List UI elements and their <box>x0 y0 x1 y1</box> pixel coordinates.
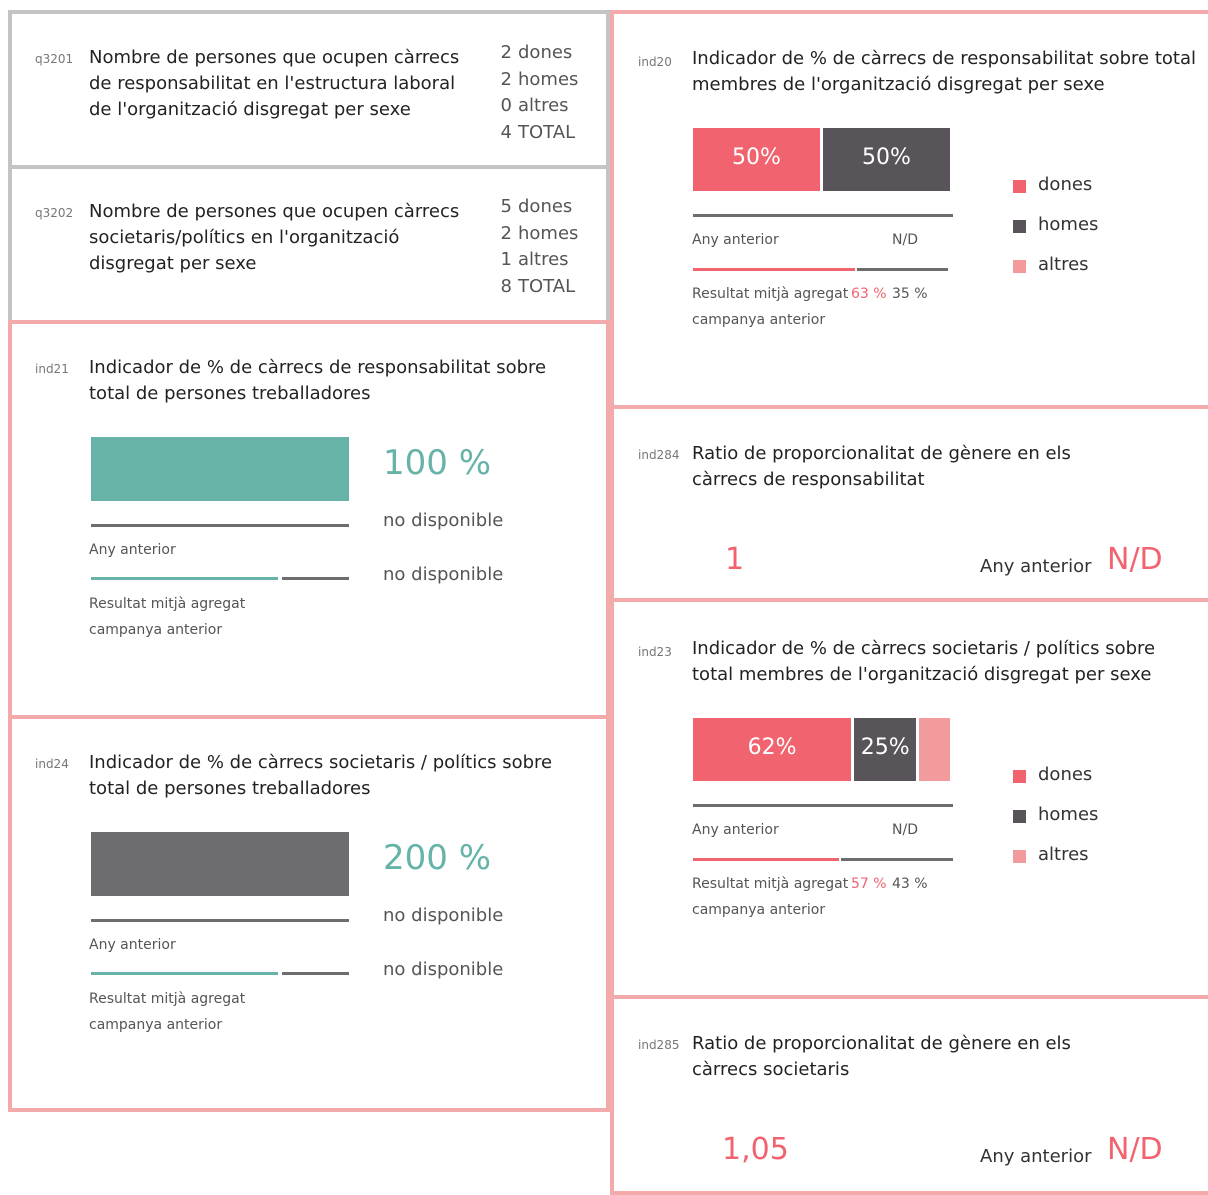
average-label: campanya anterior <box>692 902 826 918</box>
previous-label: Any anterior <box>692 232 779 248</box>
legend-swatch <box>1013 810 1026 823</box>
legend-swatch <box>1013 180 1026 193</box>
count-label: altres <box>518 249 569 270</box>
indicator-title: Ratio de proporcionalitat de gènere en e… <box>692 443 1071 490</box>
count-value: 4 <box>500 121 512 143</box>
count-value: 2 <box>500 68 512 90</box>
count-value: 0 <box>500 95 512 116</box>
legend-label: dones <box>1038 174 1093 195</box>
previous-label: Any anterior <box>980 556 1092 577</box>
code: q3202 <box>35 206 74 220</box>
average-value: 57 % <box>851 876 887 892</box>
bar-line <box>693 214 953 217</box>
count-label: TOTAL <box>518 275 576 297</box>
bar-segment: 62% <box>693 718 852 781</box>
count-label: homes <box>518 222 579 244</box>
average-value: 43 % <box>892 876 928 892</box>
average-bar <box>282 577 349 580</box>
indicator-title: Indicador de % de càrrecs de responsabil… <box>89 357 547 404</box>
average-label: Resultat mitjà agregat <box>89 991 246 1007</box>
indicator-title: Indicador de % de càrrecs societaris / p… <box>89 752 553 799</box>
count-value: 2 <box>500 222 512 244</box>
average-label: campanya anterior <box>692 312 826 328</box>
bar-line <box>693 804 953 807</box>
count-label: dones <box>518 196 573 217</box>
previous-label: Any anterior <box>89 937 176 953</box>
average-label: campanya anterior <box>89 622 223 638</box>
ratio-value: 1 <box>725 542 745 577</box>
value-label: 200 % <box>383 838 492 878</box>
code: ind23 <box>638 645 672 659</box>
value-label: 100 % <box>383 443 492 483</box>
previous-value: no disponible <box>383 905 504 926</box>
count-label: dones <box>518 42 573 63</box>
question-text: Nombre de persones que ocupen càrrecs so… <box>89 201 460 274</box>
previous-value: N/D <box>1107 1132 1163 1167</box>
average-bar <box>91 577 278 580</box>
count-label: altres <box>518 95 569 116</box>
average-bar <box>693 268 855 271</box>
average-bar <box>856 268 948 271</box>
previous-value: N/D <box>892 232 918 248</box>
average-value: 63 % <box>851 286 887 302</box>
legend-label: altres <box>1038 254 1089 275</box>
ratio-value: 1,05 <box>722 1132 789 1167</box>
bar-segment: 25% <box>854 718 917 781</box>
previous-label: Any anterior <box>89 542 176 558</box>
average-value: no disponible <box>383 959 504 980</box>
code: ind20 <box>638 55 672 69</box>
average-bar <box>841 858 953 861</box>
panel-border <box>8 715 610 1112</box>
code: ind285 <box>638 1038 680 1052</box>
count-value: 2 <box>500 42 512 63</box>
average-bar <box>282 972 349 975</box>
previous-value: N/D <box>892 822 918 838</box>
legend-label: homes <box>1038 214 1099 235</box>
legend-label: altres <box>1038 844 1089 865</box>
average-bar <box>91 972 278 975</box>
bar-segment: 50% <box>823 128 950 191</box>
legend-swatch <box>1013 260 1026 273</box>
legend-label: dones <box>1038 764 1093 785</box>
indicator-title: Indicador de % de càrrecs societaris / p… <box>692 638 1156 685</box>
count-value: 5 <box>500 196 512 217</box>
bar-segment <box>919 718 950 781</box>
legend-swatch <box>1013 770 1026 783</box>
average-value: no disponible <box>383 564 504 585</box>
average-value: 35 % <box>892 286 928 302</box>
count-value: 1 <box>500 249 512 270</box>
indicator-title: Indicador de % de càrrecs de responsabil… <box>692 48 1196 95</box>
previous-value: no disponible <box>383 510 504 531</box>
bar-line <box>91 524 349 527</box>
value-bar <box>91 832 349 896</box>
value-bar <box>91 437 349 501</box>
previous-value: N/D <box>1107 542 1163 577</box>
average-label: campanya anterior <box>89 1017 223 1033</box>
legend-swatch <box>1013 220 1026 233</box>
previous-label: Any anterior <box>692 822 779 838</box>
bar-segment: 50% <box>693 128 820 191</box>
count-value: 8 <box>500 275 512 297</box>
legend-label: homes <box>1038 804 1099 825</box>
code: ind284 <box>638 448 680 462</box>
average-label: Resultat mitjà agregat <box>692 286 849 302</box>
average-label: Resultat mitjà agregat <box>692 876 849 892</box>
indicator-title: Ratio de proporcionalitat de gènere en e… <box>692 1033 1071 1080</box>
average-label: Resultat mitjà agregat <box>89 596 246 612</box>
question-text: Nombre de persones que ocupen càrrecs de… <box>89 47 460 120</box>
previous-label: Any anterior <box>980 1146 1092 1167</box>
average-bar <box>693 858 840 861</box>
code: ind21 <box>35 362 69 376</box>
code: ind24 <box>35 757 69 771</box>
bar-line <box>91 919 349 922</box>
count-label: TOTAL <box>518 121 576 143</box>
code: q3201 <box>35 52 74 66</box>
legend-swatch <box>1013 850 1026 863</box>
count-label: homes <box>518 68 579 90</box>
